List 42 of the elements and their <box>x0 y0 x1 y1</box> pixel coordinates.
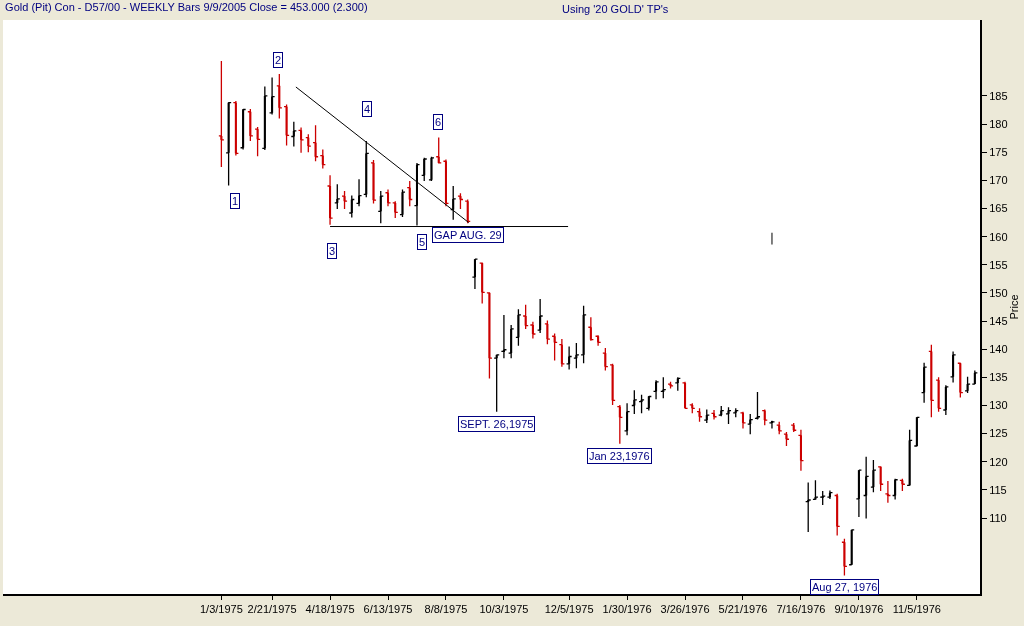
x-tick-label: 12/5/1975 <box>544 603 594 616</box>
x-tick-label: 9/10/1976 <box>834 603 884 616</box>
y-tick-label: 150 <box>989 286 1008 299</box>
y-tick-label: 125 <box>989 427 1008 440</box>
annotation: 4 <box>364 103 371 115</box>
annotation: SEPT. 26,1975 <box>460 418 534 430</box>
chart-subtitle: Using '20 GOLD' TP's <box>562 3 669 15</box>
chart-title: Gold (Pit) Con - D57/00 - WEEKLY Bars 9/9/2005 Close = 453.000 (2.300) <box>5 0 368 13</box>
y-tick-label: 130 <box>989 399 1008 412</box>
x-tick-label: 3/26/1976 <box>660 603 710 616</box>
y-tick-label: 160 <box>989 230 1008 243</box>
y-tick-label: 185 <box>989 89 1008 102</box>
y-tick-label: 170 <box>989 174 1008 187</box>
x-tick-label: 11/5/1976 <box>892 603 941 616</box>
y-tick-label: 115 <box>989 483 1007 496</box>
x-tick-label: 4/18/1975 <box>305 603 355 616</box>
annotation: 6 <box>435 116 442 128</box>
x-tick-label: 6/13/1975 <box>363 603 413 616</box>
x-tick-label: 2/21/1975 <box>247 603 297 616</box>
x-tick-label: 10/3/1975 <box>479 603 529 616</box>
annotation: Aug 27, 1976 <box>812 581 878 593</box>
y-tick-label: 165 <box>989 202 1008 215</box>
annotation: 5 <box>419 236 426 248</box>
y-tick-label: 110 <box>989 511 1007 524</box>
y-axis-title: Price <box>1007 294 1020 320</box>
y-tick-label: 175 <box>989 146 1008 159</box>
x-tick-label: 1/30/1976 <box>602 603 652 616</box>
x-tick-label: 5/21/1976 <box>718 603 768 616</box>
y-tick-label: 120 <box>989 455 1008 468</box>
annotation: 3 <box>329 245 336 257</box>
annotation: 1 <box>232 195 239 207</box>
annotation: Jan 23,1976 <box>589 450 650 462</box>
x-tick-label: 1/3/1975 <box>199 603 243 616</box>
y-tick-label: 140 <box>989 343 1008 356</box>
y-tick-label: 135 <box>989 371 1008 384</box>
y-tick-label: 155 <box>989 258 1008 271</box>
annotation: 2 <box>275 54 282 66</box>
y-tick-label: 145 <box>989 314 1008 327</box>
x-tick-label: 8/8/1975 <box>424 603 468 616</box>
annotation: GAP AUG. 29 <box>434 229 502 241</box>
y-tick-label: 180 <box>989 117 1008 130</box>
x-tick-label: 7/16/1976 <box>776 603 826 616</box>
